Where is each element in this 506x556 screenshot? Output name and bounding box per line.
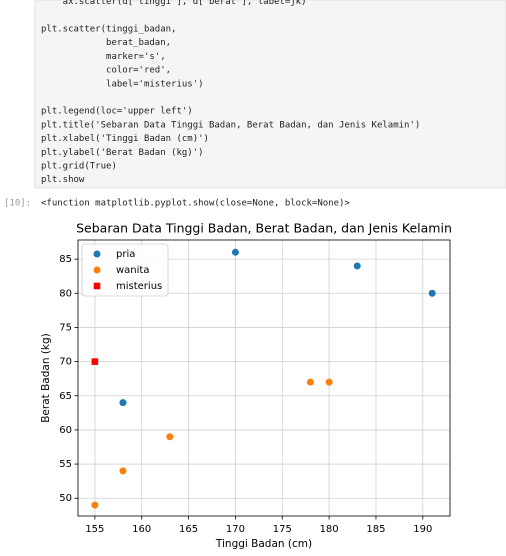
code-line: plt.grid(True) xyxy=(41,162,117,172)
x-tick-label: 185 xyxy=(366,524,385,535)
legend-box xyxy=(81,243,169,297)
legend-marker xyxy=(93,266,101,274)
point xyxy=(306,378,314,386)
y-axis-label: Berat Badan (kg) xyxy=(40,333,52,423)
point xyxy=(231,248,239,256)
prompt: [10]: xyxy=(4,199,31,209)
x-tick-label: 190 xyxy=(413,524,432,535)
x-tick-label: 160 xyxy=(132,524,151,535)
code-line: plt.title('Sebaran Data Tinggi Badan, Be… xyxy=(41,120,420,130)
code-line: label='misterius') xyxy=(41,79,204,89)
x-axis-label: Tinggi Badan (cm) xyxy=(215,538,312,550)
y-tick-label: 75 xyxy=(59,322,72,333)
code-cell xyxy=(34,0,506,189)
point xyxy=(325,378,333,386)
y-tick-label: 85 xyxy=(59,254,72,265)
legend-label: pria xyxy=(116,249,135,260)
point xyxy=(353,262,361,270)
x-tick-label: 175 xyxy=(273,524,292,535)
y-tick-label: 80 xyxy=(59,288,72,299)
point xyxy=(119,399,127,407)
code-line: marker='s', xyxy=(41,52,166,62)
code-line: color='red', xyxy=(41,66,171,76)
y-tick-label: 65 xyxy=(59,391,72,402)
y-tick-label: 60 xyxy=(59,425,72,436)
legend-label: misterius xyxy=(116,281,162,292)
legend-marker xyxy=(93,250,101,258)
legend-label: wanita xyxy=(116,265,149,276)
x-tick-label: 170 xyxy=(226,524,245,535)
point xyxy=(91,501,99,509)
point xyxy=(119,467,127,475)
point xyxy=(428,289,436,297)
y-tick-label: 55 xyxy=(59,459,72,470)
plot-frame xyxy=(77,239,451,517)
code-line: plt.scatter(tinggi_badan, xyxy=(41,25,176,35)
legend-marker xyxy=(93,282,101,290)
code-line: plt.xlabel('Tinggi Badan (cm)') xyxy=(41,134,209,144)
x-tick-label: 165 xyxy=(179,524,198,535)
x-tick-label: 155 xyxy=(85,524,104,535)
code-line: ax.scatter(d['tinggi'], d['berat'], labe… xyxy=(41,0,307,7)
code-line: plt.legend(loc='upper left') xyxy=(41,107,193,117)
code-line: berat_badan, xyxy=(41,38,171,48)
code-line: plt.ylabel('Berat Badan (kg)') xyxy=(41,148,204,158)
y-tick-label: 70 xyxy=(59,357,72,368)
code-line: plt.show xyxy=(41,175,85,185)
output: <function matplotlib.pyplot.show(close=N… xyxy=(41,199,350,209)
chart-title: Sebaran Data Tinggi Badan, Berat Badan, … xyxy=(76,221,452,236)
point xyxy=(166,433,174,441)
y-tick-label: 50 xyxy=(59,493,72,504)
x-tick-label: 180 xyxy=(320,524,339,535)
point xyxy=(91,358,99,365)
